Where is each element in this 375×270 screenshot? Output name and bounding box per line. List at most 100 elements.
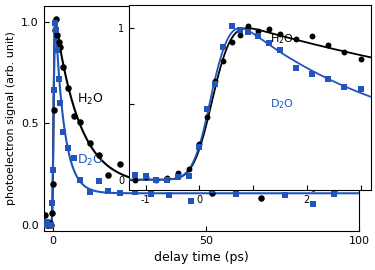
- Point: [277, 32, 283, 36]
- Point: [266, 40, 272, 45]
- Point: [357, 57, 363, 61]
- Point: [175, 171, 181, 175]
- Point: [56, 40, 62, 44]
- Text: D$_2$O: D$_2$O: [77, 153, 104, 168]
- Point: [282, 177, 288, 182]
- Point: [164, 176, 170, 180]
- Point: [148, 192, 154, 196]
- Point: [57, 45, 63, 49]
- Point: [310, 202, 316, 206]
- Point: [186, 174, 192, 178]
- Point: [293, 65, 299, 70]
- Point: [255, 29, 261, 33]
- Point: [71, 156, 77, 160]
- Point: [209, 191, 215, 195]
- Point: [45, 223, 51, 227]
- Point: [234, 192, 240, 196]
- Point: [357, 86, 363, 91]
- Point: [220, 59, 226, 64]
- Point: [117, 190, 123, 195]
- Point: [237, 28, 243, 33]
- Point: [188, 183, 194, 187]
- Point: [44, 220, 50, 224]
- Point: [60, 130, 66, 134]
- Point: [204, 107, 210, 111]
- Point: [166, 170, 172, 174]
- Point: [310, 186, 316, 190]
- Point: [237, 33, 243, 37]
- Point: [244, 24, 250, 28]
- Point: [54, 33, 60, 38]
- Point: [132, 178, 138, 182]
- Text: D$_2$O: D$_2$O: [270, 97, 294, 111]
- Point: [65, 85, 71, 90]
- Point: [132, 190, 138, 194]
- Point: [60, 65, 66, 69]
- Point: [309, 72, 315, 76]
- Point: [56, 77, 62, 82]
- Point: [196, 145, 202, 149]
- Point: [153, 178, 159, 182]
- Point: [325, 76, 331, 81]
- Point: [87, 141, 93, 146]
- Point: [266, 27, 272, 31]
- Point: [153, 178, 159, 182]
- Point: [325, 43, 331, 48]
- Point: [175, 175, 181, 179]
- Point: [142, 175, 148, 179]
- Point: [341, 49, 347, 54]
- Point: [293, 37, 299, 41]
- Point: [87, 190, 93, 194]
- Point: [148, 182, 154, 186]
- Point: [196, 142, 202, 146]
- Point: [52, 28, 58, 32]
- Point: [51, 108, 57, 113]
- Point: [44, 223, 50, 227]
- Point: [258, 184, 264, 189]
- Point: [49, 211, 55, 215]
- Point: [132, 173, 138, 177]
- Text: H$_2$O: H$_2$O: [270, 32, 294, 46]
- Point: [277, 48, 283, 53]
- Point: [53, 28, 59, 32]
- Point: [282, 193, 288, 198]
- Point: [53, 17, 59, 21]
- Point: [77, 178, 83, 183]
- Point: [356, 181, 362, 186]
- Point: [142, 174, 148, 178]
- Point: [228, 23, 234, 28]
- Point: [332, 192, 338, 196]
- Point: [188, 199, 194, 204]
- Point: [166, 193, 172, 197]
- Point: [209, 188, 215, 193]
- Point: [244, 30, 250, 34]
- Point: [204, 115, 210, 120]
- Point: [255, 34, 261, 39]
- Point: [71, 114, 77, 119]
- Point: [52, 21, 58, 25]
- Point: [45, 222, 51, 227]
- Point: [42, 223, 48, 227]
- Point: [186, 167, 192, 171]
- Point: [258, 196, 264, 201]
- Point: [50, 182, 56, 186]
- Point: [105, 173, 111, 177]
- Point: [77, 120, 83, 124]
- Point: [164, 178, 170, 182]
- Point: [309, 33, 315, 38]
- Point: [65, 146, 71, 150]
- Point: [49, 201, 55, 206]
- Point: [234, 185, 240, 190]
- Point: [54, 48, 60, 53]
- Point: [341, 85, 347, 90]
- Y-axis label: photoelectron signal (arb. unit): photoelectron signal (arb. unit): [6, 31, 15, 205]
- Point: [96, 179, 102, 183]
- Point: [228, 39, 234, 44]
- Point: [332, 188, 338, 192]
- Point: [105, 189, 111, 194]
- X-axis label: delay time (ps): delay time (ps): [154, 251, 249, 264]
- Point: [48, 223, 54, 227]
- Point: [42, 213, 48, 217]
- Point: [132, 176, 138, 180]
- Point: [47, 221, 53, 225]
